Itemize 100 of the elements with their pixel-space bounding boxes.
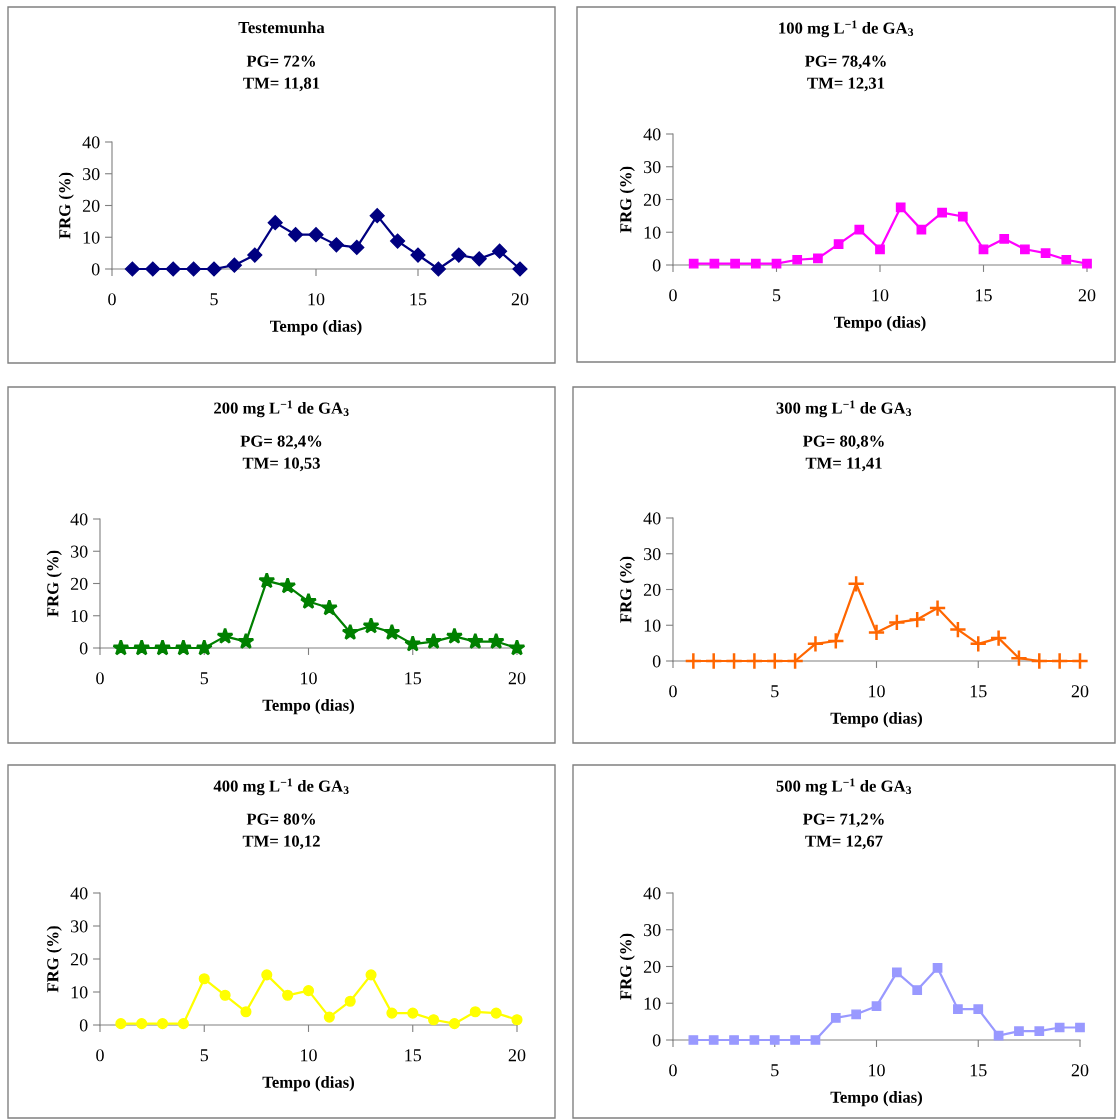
point — [999, 233, 1010, 244]
point — [749, 1035, 760, 1045]
point — [847, 574, 866, 593]
y-tick-label: 30 — [83, 168, 100, 181]
y-axis-title: FRG (%) — [619, 556, 635, 623]
y-tick-label: 0 — [79, 642, 88, 655]
x-tick-label: 10 — [872, 289, 889, 302]
point — [226, 257, 242, 273]
point — [953, 1004, 963, 1014]
x-tick-label: 20 — [1071, 685, 1089, 698]
point — [165, 261, 181, 277]
point — [1034, 1026, 1045, 1037]
point — [174, 639, 192, 656]
point — [745, 652, 764, 670]
point — [282, 989, 294, 1001]
point — [320, 599, 338, 616]
point — [810, 1035, 821, 1045]
x-tick-label: 0 — [108, 293, 116, 306]
y-tick-label: 40 — [70, 887, 88, 900]
y-tick-label: 30 — [644, 924, 661, 937]
point — [1061, 254, 1072, 265]
y-tick-label: 10 — [644, 997, 661, 1010]
point — [198, 973, 210, 985]
y-tick-label: 0 — [652, 259, 661, 272]
point — [790, 1035, 800, 1045]
point — [957, 211, 968, 222]
point — [765, 652, 784, 670]
chart-title: 200 mg L$^{−1}$ de GA$_{3}$ — [214, 400, 349, 418]
point — [851, 1009, 862, 1020]
y-tick-label: 20 — [643, 193, 661, 206]
chart-subtitle: PG= 78,4% TM= 12,31 — [804, 55, 886, 92]
chart-title: Testemunha — [238, 21, 325, 34]
y-axis-title: FRG (%) — [46, 926, 62, 993]
point — [949, 620, 967, 639]
point — [928, 599, 947, 617]
point — [1014, 1026, 1024, 1037]
x-tick-label: 20 — [1071, 1064, 1089, 1077]
point — [871, 1001, 882, 1012]
x-tick-label: 10 — [301, 672, 317, 685]
y-tick-label: 10 — [71, 610, 88, 623]
point — [1050, 652, 1069, 670]
x-tick-label: 5 — [771, 1064, 779, 1077]
point — [895, 202, 906, 213]
y-tick-label: 40 — [643, 512, 661, 525]
point — [279, 577, 297, 594]
x-tick-label: 15 — [405, 672, 422, 685]
point — [299, 592, 318, 609]
y-tick-label: 10 — [644, 619, 661, 632]
x-tick-label: 5 — [771, 685, 779, 698]
point — [156, 1018, 169, 1030]
point — [826, 632, 845, 650]
y-tick-label: 0 — [652, 1034, 661, 1047]
point — [1054, 1022, 1065, 1033]
point — [308, 227, 324, 243]
point — [451, 247, 467, 263]
x-tick-label: 15 — [410, 293, 427, 306]
point — [133, 639, 151, 656]
point — [688, 1035, 699, 1045]
point — [177, 1018, 189, 1030]
point — [813, 253, 823, 264]
x-tick-label: 15 — [970, 1064, 987, 1077]
point — [1082, 258, 1092, 269]
point — [469, 1006, 481, 1018]
point — [908, 610, 927, 629]
y-tick-label: 0 — [91, 263, 100, 276]
y-tick-label: 40 — [643, 887, 661, 900]
point — [854, 224, 865, 235]
point — [186, 261, 202, 277]
point — [425, 632, 443, 649]
y-tick-label: 20 — [70, 953, 88, 966]
point — [430, 261, 446, 277]
point — [445, 627, 463, 644]
point — [328, 237, 344, 253]
point — [704, 652, 723, 670]
point — [261, 969, 273, 981]
y-axis-title: FRG (%) — [619, 933, 635, 1000]
y-tick-label: 0 — [652, 655, 661, 668]
y-tick-label: 10 — [644, 226, 661, 239]
x-tick-label: 20 — [508, 672, 526, 685]
point — [386, 1007, 398, 1019]
x-tick-label: 0 — [669, 289, 677, 302]
point — [407, 1007, 419, 1019]
point — [136, 1018, 148, 1030]
chart-subtitle: PG= 72% TM= 11,81 — [243, 55, 320, 92]
point — [688, 258, 699, 269]
x-axis-title: Tempo (dias) — [270, 320, 362, 336]
point — [362, 617, 380, 634]
point — [891, 967, 902, 978]
point — [973, 1004, 984, 1014]
point — [323, 1011, 335, 1023]
point — [145, 261, 161, 277]
point — [410, 247, 426, 263]
point — [349, 239, 365, 255]
point — [365, 969, 377, 981]
point — [978, 244, 989, 255]
point — [112, 639, 130, 656]
point — [1030, 652, 1049, 670]
y-tick-label: 30 — [71, 545, 88, 558]
point — [969, 634, 988, 653]
point — [219, 989, 231, 1001]
